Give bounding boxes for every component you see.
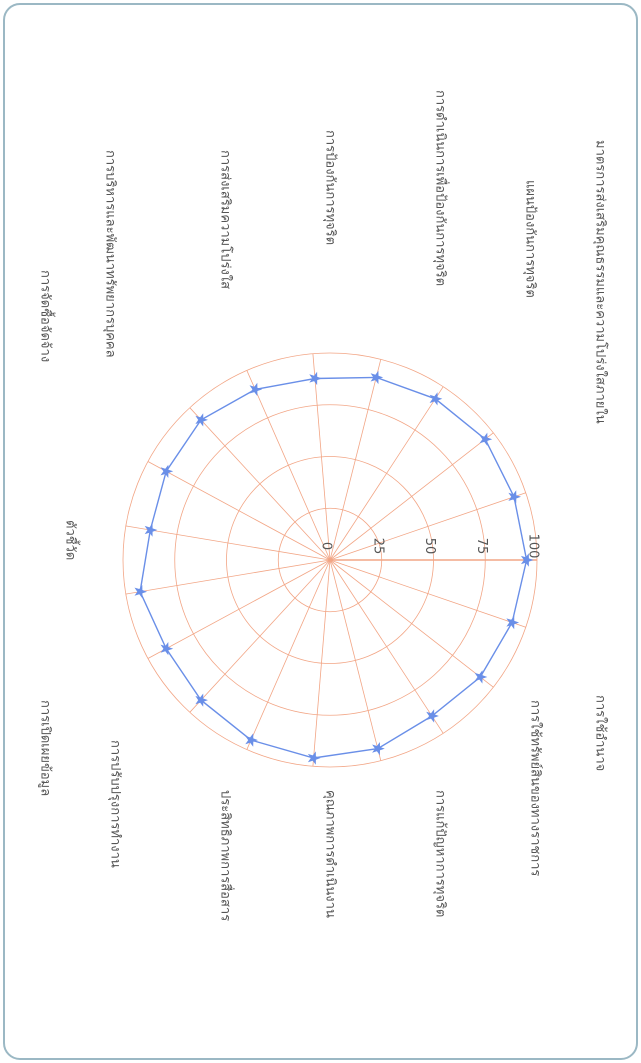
star-marker (426, 709, 439, 723)
label: ตัวชี้วัด (63, 520, 81, 560)
label: การปรับปรุงการทำงาน (108, 740, 123, 868)
spoke (329, 559, 444, 734)
label: การดำเนินการเพื่อป้องกันการทุจริต (433, 90, 450, 286)
r-tick-label: 25 (370, 538, 385, 555)
spoke (329, 559, 526, 628)
label: ประสิทธิภาพการสื่อสาร (218, 790, 235, 921)
spoke (329, 559, 382, 761)
spoke (329, 359, 382, 561)
star-marker (195, 693, 208, 707)
frame (3, 3, 638, 1060)
star-marker (249, 382, 263, 396)
r-tick-label: 0 (319, 542, 334, 550)
series-line (139, 376, 528, 759)
star-marker (160, 642, 174, 656)
star-marker (309, 371, 322, 386)
label: การใช้ทรัพย์สินของทางราชการ (528, 700, 544, 876)
star-marker (521, 553, 534, 567)
spoke (329, 432, 494, 561)
label: มาตรการส่งเสริมคุณธรรมและความโปร่งใสภายใ… (593, 140, 609, 424)
label: การใช้อำนาจ (593, 695, 609, 771)
rotated-content: มาตรการส่งเสริมคุณธรรมและความโปร่งใสภายใ… (38, 90, 609, 921)
star-marker (474, 670, 488, 684)
spoke (312, 559, 331, 767)
star-marker (307, 751, 321, 765)
label: การบริหารและพัฒนาทรัพยากรบุคคล (103, 150, 118, 358)
star-marker (506, 615, 520, 630)
label: การแก้ปัญหาการทุจริต (433, 790, 448, 917)
star-marker (245, 733, 258, 747)
star-marker (134, 585, 148, 599)
star-marker (479, 432, 493, 446)
spoke (189, 407, 331, 561)
spoke (329, 492, 526, 561)
label: การจัดซื้อจัดจ้าง (38, 270, 56, 362)
label: การเปิดเผยข้อมูล (38, 700, 53, 796)
label: คุณภาพการดำเนินงาน (323, 790, 338, 918)
spoke (189, 559, 331, 713)
spoke (147, 461, 331, 561)
r-tick-label: 75 (474, 538, 489, 555)
spoke (312, 353, 331, 561)
star-marker (144, 523, 158, 537)
label: แผนป้องกันการทุจริต (523, 180, 538, 298)
star-marker (508, 490, 521, 504)
star-marker (372, 742, 385, 756)
star-marker (429, 392, 443, 406)
r-tick-label: 50 (422, 538, 437, 555)
spoke (125, 525, 331, 561)
spoke (246, 559, 331, 750)
star-marker (370, 370, 384, 385)
spoke (329, 386, 444, 561)
star-marker (160, 464, 174, 478)
spoke (125, 559, 331, 595)
spoke (246, 370, 331, 561)
label: การส่งเสริมความโปร่งใส (218, 150, 234, 289)
spoke (329, 559, 494, 688)
spoke (147, 559, 331, 659)
r-tick-label: 100 (526, 534, 541, 559)
label: การป้องกันการทุจริต (323, 130, 338, 245)
star-marker (195, 413, 208, 427)
